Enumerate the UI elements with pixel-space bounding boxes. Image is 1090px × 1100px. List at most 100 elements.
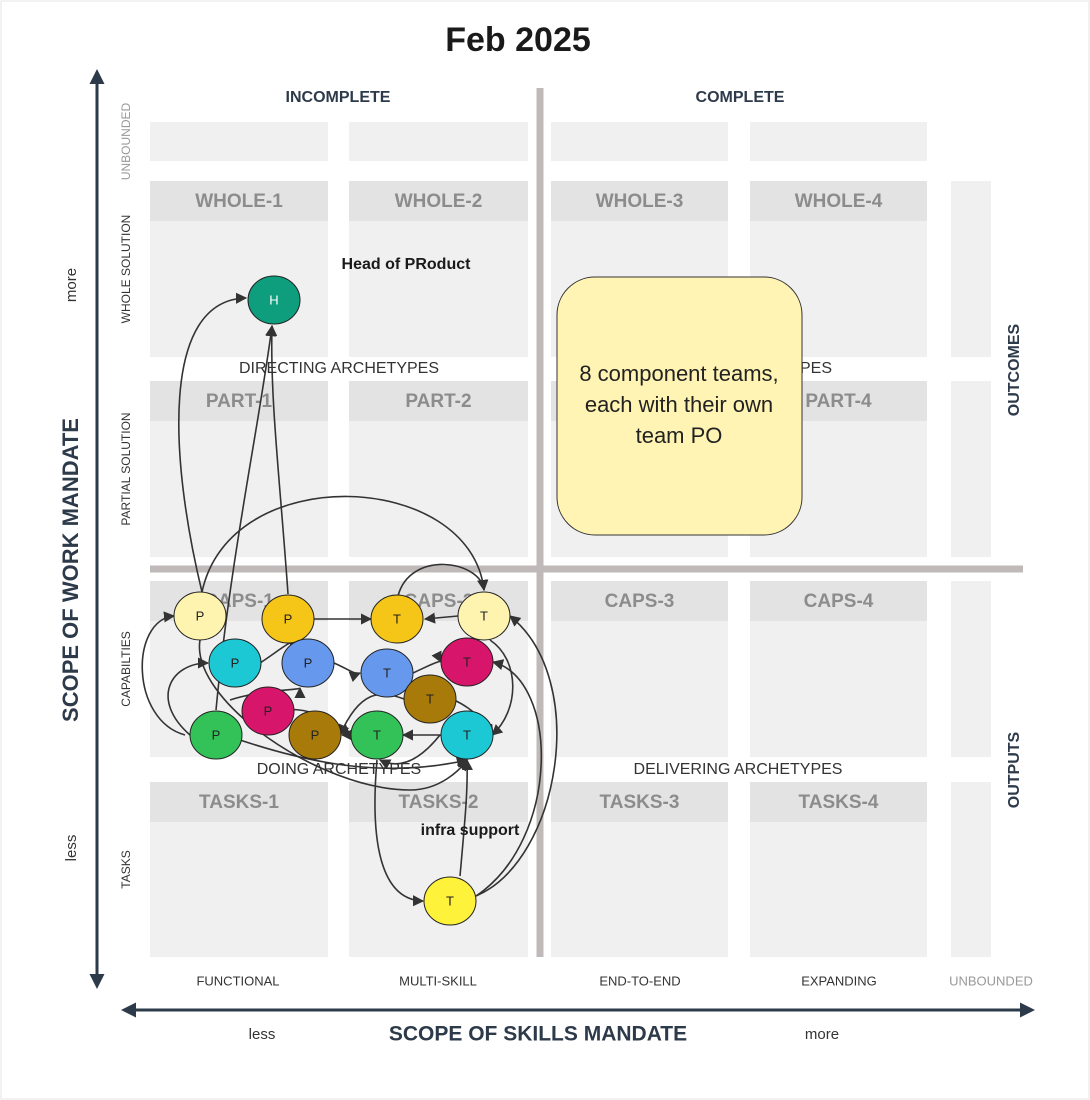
annotation: DELIVERING ARCHETYPES bbox=[634, 761, 843, 778]
node-label: P bbox=[196, 608, 205, 623]
edge bbox=[338, 693, 405, 737]
column-group: INCOMPLETE bbox=[286, 89, 391, 106]
cell-label: CAPS-3 bbox=[605, 591, 675, 612]
node-label: T bbox=[383, 665, 391, 680]
cell-label: PART-2 bbox=[405, 391, 471, 412]
node bbox=[208, 638, 262, 688]
node-label: P bbox=[284, 611, 293, 626]
note-line: team PO bbox=[636, 423, 723, 448]
column-label: END-TO-END bbox=[599, 973, 680, 988]
cell-header bbox=[349, 782, 528, 822]
node-label: P bbox=[304, 655, 313, 670]
nodes: H P P T T P P T T P T P P T T T bbox=[173, 275, 511, 926]
row-label: PARTIAL SOLUTION bbox=[119, 412, 133, 525]
node bbox=[261, 594, 315, 644]
side-label: OUTCOMES bbox=[1006, 323, 1023, 416]
cell bbox=[951, 782, 991, 957]
edge bbox=[201, 495, 489, 593]
node bbox=[440, 637, 494, 687]
cell-label: PART-4 bbox=[805, 391, 872, 412]
node bbox=[281, 638, 335, 688]
edge bbox=[333, 662, 362, 682]
node-label: P bbox=[311, 727, 320, 742]
cell-header bbox=[349, 381, 528, 421]
node-label: P bbox=[231, 655, 240, 670]
column-label: FUNCTIONAL bbox=[196, 973, 279, 988]
node-label: P bbox=[212, 727, 221, 742]
cell-label: TASKS-3 bbox=[600, 792, 680, 813]
cell-header bbox=[349, 181, 528, 221]
cell-header bbox=[150, 782, 328, 822]
edge bbox=[475, 615, 558, 897]
cell bbox=[951, 381, 991, 557]
edge bbox=[239, 739, 469, 770]
cell-header bbox=[750, 181, 927, 221]
edge bbox=[198, 639, 468, 791]
edge bbox=[141, 611, 186, 736]
edge bbox=[178, 292, 248, 593]
node-label: T bbox=[426, 691, 434, 706]
cell bbox=[951, 581, 991, 757]
y-axis-title: SCOPE OF WORK MANDATE bbox=[58, 418, 83, 722]
cell-header bbox=[551, 782, 728, 822]
cell-label: TASKS-1 bbox=[199, 792, 279, 813]
cell bbox=[349, 122, 528, 161]
node-label: H bbox=[269, 292, 278, 307]
node-label: P bbox=[264, 703, 273, 718]
cell bbox=[551, 122, 728, 161]
annotation: infra support bbox=[421, 822, 520, 839]
node bbox=[350, 710, 404, 760]
note-box bbox=[556, 276, 803, 536]
node bbox=[288, 710, 342, 760]
node-label: T bbox=[463, 654, 471, 669]
note: 8 component teams, each with their own t… bbox=[556, 276, 803, 536]
cell-label: CAPS-2 bbox=[404, 591, 474, 612]
edge bbox=[374, 759, 425, 907]
note-line: each with their own bbox=[585, 392, 773, 417]
row-label: TASKS bbox=[119, 850, 133, 888]
edge bbox=[378, 734, 441, 770]
annotation: Head of PRoduct bbox=[342, 256, 472, 273]
node-label: T bbox=[373, 727, 381, 742]
node-label: T bbox=[463, 727, 471, 742]
edge bbox=[167, 657, 210, 736]
cell-header bbox=[551, 181, 728, 221]
row-label: CAPABILTIES bbox=[119, 631, 133, 707]
y-axis-end: more bbox=[63, 268, 80, 302]
annotation: DOING ARCHETYPES bbox=[257, 761, 421, 778]
cell-header bbox=[750, 581, 927, 621]
grid: UNBOUNDED WHOLE-1 WHOLE-2 WHOLE-3 WHOLE-4 WHO… bbox=[119, 103, 1033, 989]
cell-label: WHOLE-3 bbox=[596, 191, 684, 212]
cell-header bbox=[750, 782, 927, 822]
y-axis-end: less bbox=[63, 835, 80, 862]
cell-label: TASKS-4 bbox=[799, 792, 879, 813]
edge bbox=[412, 650, 442, 674]
row-label: UNBOUNDED bbox=[119, 103, 133, 181]
row-label: WHOLE SOLUTION bbox=[119, 215, 133, 324]
node-label: T bbox=[393, 611, 401, 626]
column-label: UNBOUNDED bbox=[949, 973, 1033, 988]
cell bbox=[150, 122, 328, 161]
node bbox=[440, 710, 494, 760]
column-label: MULTI-SKILL bbox=[399, 973, 477, 988]
cell-label: TASKS-2 bbox=[399, 792, 479, 813]
node-label: T bbox=[446, 893, 454, 908]
cell bbox=[750, 122, 927, 161]
side-label: OUTPUTS bbox=[1006, 731, 1023, 808]
edge bbox=[397, 563, 489, 597]
cell-label: WHOLE-4 bbox=[795, 191, 883, 212]
cell-header bbox=[150, 181, 328, 221]
title: Feb 2025 bbox=[445, 21, 591, 59]
node bbox=[457, 591, 511, 641]
edge bbox=[489, 639, 514, 736]
cell-header bbox=[551, 581, 728, 621]
node-label: T bbox=[480, 608, 488, 623]
edge bbox=[266, 324, 289, 595]
node bbox=[423, 876, 477, 926]
edge bbox=[475, 659, 543, 897]
cell-label: WHOLE-1 bbox=[195, 191, 283, 212]
node bbox=[241, 686, 295, 736]
annotation: DIRECTING ARCHETYPES bbox=[239, 360, 439, 377]
cell-label: PART-1 bbox=[206, 391, 273, 412]
